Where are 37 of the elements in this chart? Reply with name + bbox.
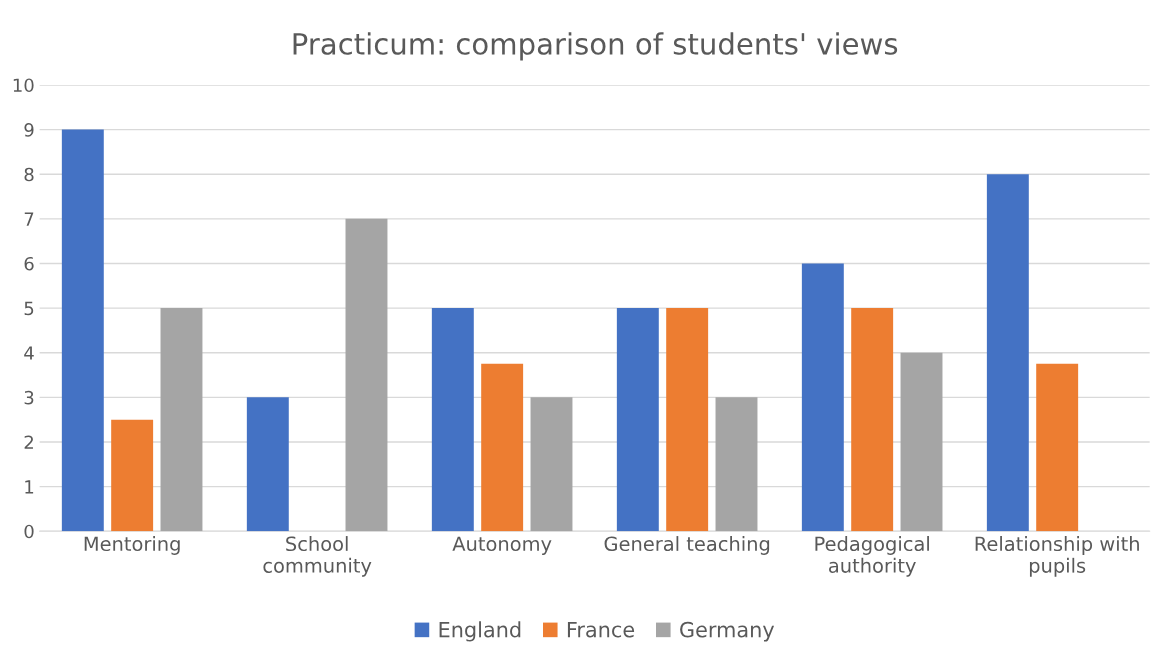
legend-label: England xyxy=(439,621,521,642)
y-tick-label: 8 xyxy=(24,167,34,182)
bar xyxy=(801,263,844,532)
bar xyxy=(715,397,758,532)
bar xyxy=(246,397,289,532)
legend-label: Germany xyxy=(680,621,775,642)
y-tick-label: 1 xyxy=(25,480,34,494)
bar xyxy=(61,129,104,532)
y-tick-label: 3 xyxy=(24,390,34,405)
bar xyxy=(851,308,894,532)
x-tick-label: Relationship with pupils xyxy=(975,536,1139,577)
bar xyxy=(1036,363,1079,532)
y-tick-label: 9 xyxy=(24,123,34,137)
y-tick-label: 0 xyxy=(24,524,34,539)
x-tick-label: Mentoring xyxy=(84,536,180,555)
chart-title: Practicum: comparison of students' views xyxy=(293,32,898,61)
bar xyxy=(900,352,943,532)
bar xyxy=(160,308,203,532)
bar xyxy=(530,397,573,532)
y-tick-label: 2 xyxy=(24,435,33,449)
y-tick-label: 4 xyxy=(24,346,34,360)
bar xyxy=(986,174,1029,532)
bar xyxy=(666,308,709,532)
x-tick-label: General teaching xyxy=(604,536,770,555)
bar xyxy=(345,218,388,532)
y-tick-label: 6 xyxy=(24,256,34,271)
x-tick-label: School community xyxy=(263,536,372,577)
bar xyxy=(481,363,524,532)
y-tick-label: 7 xyxy=(24,212,34,226)
y-tick-label: 10 xyxy=(13,78,34,93)
bar xyxy=(616,308,659,532)
bar xyxy=(431,308,474,532)
legend-label: France xyxy=(567,621,635,638)
x-tick-label: Autonomy xyxy=(452,536,552,555)
y-tick-label: 5 xyxy=(24,301,34,316)
x-tick-label: Pedagogical authority xyxy=(815,536,929,577)
bar xyxy=(111,419,154,532)
